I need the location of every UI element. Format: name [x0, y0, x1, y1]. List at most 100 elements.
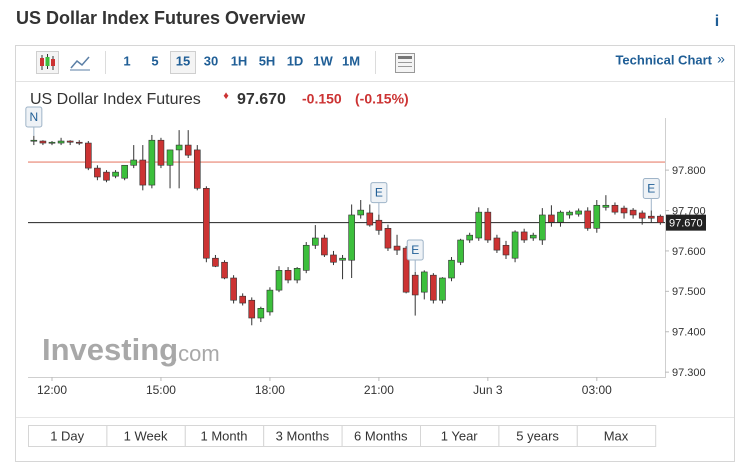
watermark-brand: Investing [42, 332, 178, 367]
candle-body [312, 237, 319, 246]
candle-body [166, 149, 174, 166]
candle-body [66, 140, 74, 143]
candle-body [548, 214, 555, 223]
last-price: 97.670 [237, 91, 286, 108]
candle-body [457, 239, 464, 263]
period-button[interactable] [576, 425, 657, 447]
period-label[interactable]: 1 Day [50, 428, 84, 443]
interval-button[interactable]: 1 [123, 53, 130, 68]
line-type-button[interactable] [70, 56, 90, 71]
event-box [25, 106, 43, 128]
candle-body [212, 257, 219, 267]
period-label[interactable]: 1 Week [124, 428, 168, 443]
candle-body [39, 140, 47, 144]
candle-body [302, 244, 310, 271]
candle-body [502, 244, 510, 256]
period-label[interactable]: 5 years [516, 428, 559, 443]
candle-type-button[interactable] [36, 51, 59, 74]
x-tick-label: 15:00 [146, 383, 176, 397]
x-tick-label: 21:00 [364, 383, 394, 397]
candle-body [484, 211, 492, 241]
price-change: -0.150 [302, 91, 342, 107]
period-label[interactable]: 3 Months [276, 428, 330, 443]
candle-body [393, 245, 401, 251]
candle-body [357, 209, 365, 216]
technical-chart-link[interactable]: Technical Chart [615, 52, 712, 67]
candle-body [193, 149, 201, 189]
x-tick-label: 03:00 [582, 383, 612, 397]
interval-button[interactable]: 1H [231, 53, 248, 68]
event-label[interactable]: E [375, 186, 383, 200]
candle-body [57, 140, 65, 144]
candle-body [321, 237, 328, 256]
instrument-name: US Dollar Index Futures [30, 91, 201, 108]
candle-body [402, 247, 410, 293]
last-price-tag [666, 214, 706, 231]
candle-body [420, 271, 428, 293]
event-box [642, 178, 660, 200]
period-label[interactable]: Max [604, 428, 629, 443]
info-icon[interactable]: i [715, 13, 719, 30]
interval-button[interactable]: 5H [259, 53, 276, 68]
candle-body [593, 204, 601, 229]
interval-button[interactable]: 1W [313, 53, 333, 68]
candle-body [557, 211, 564, 223]
interval-button[interactable]: 1M [342, 53, 360, 68]
candle-body [620, 207, 628, 214]
y-tick-label: 97.600 [672, 246, 706, 258]
candle-body [175, 144, 183, 151]
interval-selected-box [170, 51, 196, 74]
y-tick-label: 97.700 [672, 205, 706, 217]
event-label[interactable]: E [647, 182, 655, 196]
candle-body [30, 139, 38, 142]
candle-body [293, 268, 301, 281]
candle-body [239, 295, 246, 304]
candle-body [139, 159, 147, 186]
event-label[interactable]: N [30, 110, 39, 124]
page-title: US Dollar Index Futures Overview [16, 8, 306, 28]
candle-body [157, 139, 165, 166]
candle-body [48, 141, 56, 144]
candle-body [493, 237, 501, 251]
event-box [370, 182, 388, 204]
watermark-suffix: .com [172, 341, 220, 366]
candle-body [584, 210, 592, 229]
period-label[interactable]: 6 Months [354, 428, 408, 443]
event-label[interactable]: E [411, 243, 419, 257]
interval-button[interactable]: 15 [176, 53, 190, 68]
candle-body [657, 215, 664, 223]
period-label[interactable]: 1 Month [201, 428, 248, 443]
candle-body [539, 214, 546, 241]
interval-button[interactable]: 30 [204, 53, 218, 68]
y-tick-label: 97.300 [672, 367, 706, 379]
interval-button[interactable]: 1D [287, 53, 304, 68]
last-price-tag-label: 97.670 [669, 218, 703, 230]
candle-body [121, 164, 128, 179]
candle-body [94, 167, 101, 178]
candle-body [575, 210, 582, 215]
candle-body [466, 234, 473, 241]
settings-button[interactable] [395, 53, 415, 73]
candle-body [184, 144, 192, 156]
candle-body [439, 277, 446, 301]
interval-button[interactable]: 5 [151, 53, 158, 68]
candle-body [384, 228, 392, 249]
candle-body [75, 141, 83, 144]
candle-body [475, 211, 483, 239]
y-tick-label: 97.800 [672, 165, 706, 177]
candle-body [529, 234, 537, 239]
widget-frame [15, 45, 735, 462]
x-tick-label: 18:00 [255, 383, 285, 397]
candle-body [520, 231, 528, 241]
period-label[interactable]: 1 Year [441, 428, 479, 443]
x-tick-label: Jun 3 [473, 383, 503, 397]
candle-body [339, 257, 346, 261]
candle-body [566, 211, 573, 216]
candle-body [448, 259, 455, 279]
link-arrow[interactable]: » [717, 51, 725, 67]
candle-body [638, 212, 646, 219]
candle-body [275, 270, 283, 291]
candle-body [430, 274, 437, 301]
